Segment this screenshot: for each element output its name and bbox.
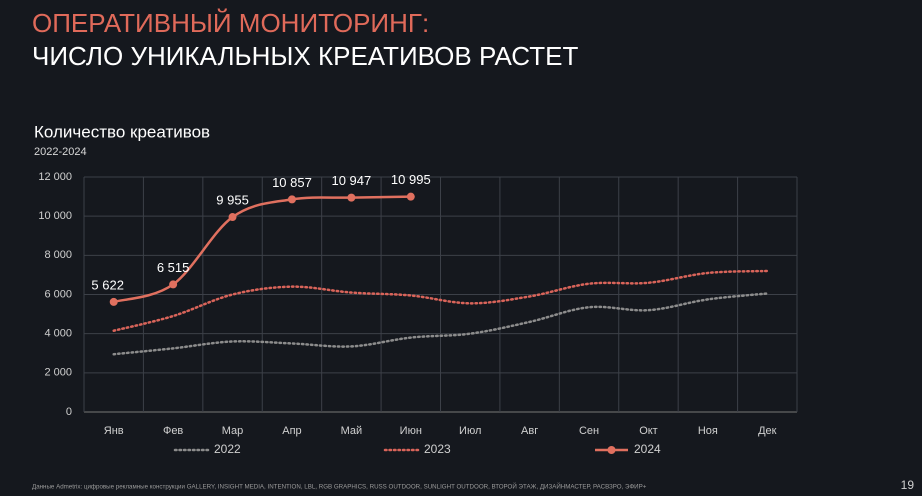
legend-label: 2023 xyxy=(424,442,451,456)
title: ЧИСЛО УНИКАЛЬНЫХ КРЕАТИВОВ РАСТЕТ xyxy=(32,41,578,71)
x-tick-label: Мар xyxy=(222,425,244,437)
chart-title: Количество креативов xyxy=(34,122,210,141)
x-tick-label: Май xyxy=(341,425,363,437)
y-tick-label: 2 000 xyxy=(44,367,72,379)
legend-label: 2022 xyxy=(214,442,241,456)
x-tick-label: Дек xyxy=(758,425,777,437)
value-label: 10 995 xyxy=(391,172,431,187)
subtitle: 2022-2024 xyxy=(34,146,87,158)
x-tick-label: Июл xyxy=(459,425,481,437)
series-line xyxy=(112,269,769,332)
point xyxy=(347,193,356,202)
point xyxy=(169,280,178,289)
y-tick-label: 4 000 xyxy=(44,328,72,340)
series-line xyxy=(112,292,769,356)
value-label: 6 515 xyxy=(157,260,190,275)
value-label: 9 955 xyxy=(216,192,249,207)
x-tick-label: Ноя xyxy=(698,425,718,437)
page-number: 19 xyxy=(901,478,915,492)
x-tick-label: Фев xyxy=(163,425,183,437)
point xyxy=(406,192,415,201)
y-tick-label: 0 xyxy=(66,406,72,418)
legend-label: 2024 xyxy=(634,442,661,456)
value-label: 5 622 xyxy=(91,277,124,292)
x-tick-label: Авг xyxy=(521,425,538,437)
heading: ОПЕРАТИВНЫЙ МОНИТОРИНГ: xyxy=(32,8,429,38)
x-tick-label: Янв xyxy=(104,425,124,437)
y-tick-label: 8 000 xyxy=(44,249,72,261)
x-tick-label: Сен xyxy=(579,425,599,437)
x-tick-label: Окт xyxy=(639,425,658,437)
x-tick-label: Июн xyxy=(400,425,422,437)
point xyxy=(287,195,296,204)
x-tick-label: Апр xyxy=(282,425,301,437)
point xyxy=(109,297,118,306)
source: Данные Admetrix: цифровые рекламные конс… xyxy=(32,483,647,491)
value-label: 10 947 xyxy=(331,173,371,188)
y-tick-label: 6 000 xyxy=(44,288,72,300)
y-tick-label: 10 000 xyxy=(38,210,72,222)
value-label: 10 857 xyxy=(272,175,312,190)
point xyxy=(228,213,237,222)
legend-marker xyxy=(607,446,616,454)
y-tick-label: 12 000 xyxy=(38,171,72,183)
